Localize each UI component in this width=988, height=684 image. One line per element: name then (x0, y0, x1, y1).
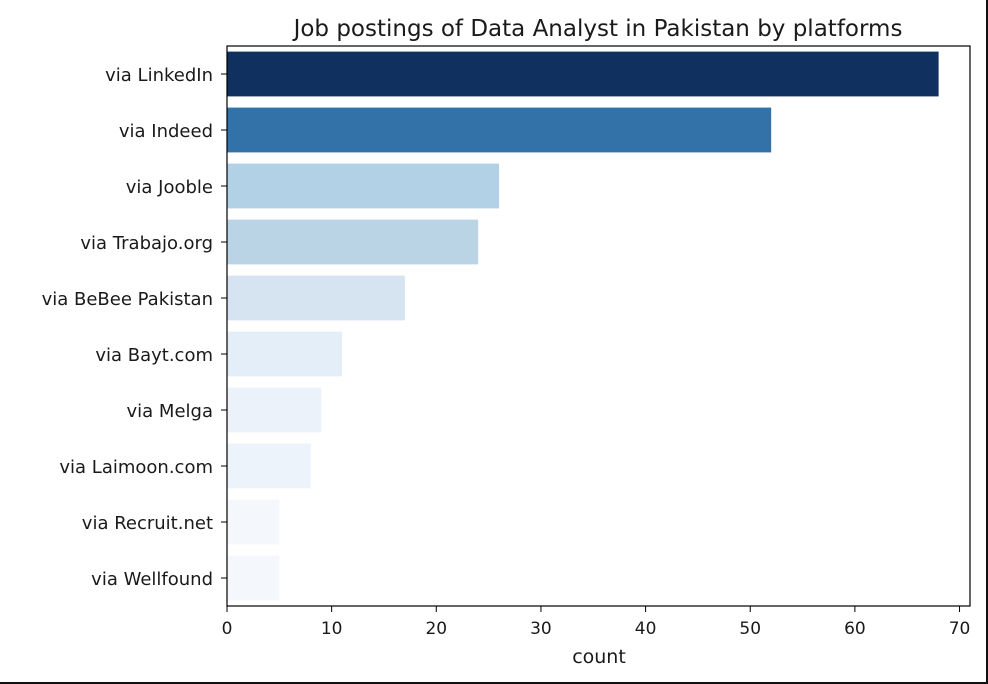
bar (227, 107, 772, 153)
x-tick-label: 30 (530, 619, 552, 639)
bar (227, 275, 405, 321)
y-tick-labels: via LinkedIn via Indeed via Jooble via Trab… (42, 65, 227, 590)
x-tick-label: 40 (635, 619, 657, 639)
y-tick-label: via Laimoon.com (59, 457, 213, 478)
x-tick-label: 20 (425, 619, 447, 639)
bar (227, 555, 280, 601)
y-tick-label: via Bayt.com (95, 345, 213, 366)
x-ticks: 0 10 20 30 40 50 60 70 (222, 606, 971, 639)
bar (227, 219, 479, 265)
x-tick-label: 0 (222, 619, 233, 639)
x-tick-label: 60 (844, 619, 866, 639)
bars-group (227, 51, 939, 601)
y-tick-label: via Melga (127, 401, 213, 422)
bar (227, 331, 343, 377)
y-tick-label: via Trabajo.org (80, 233, 213, 254)
chart-title: Job postings of Data Analyst in Pakistan… (292, 16, 903, 42)
x-tick-label: 70 (949, 619, 971, 639)
x-tick-label: 50 (739, 619, 761, 639)
bar (227, 387, 322, 433)
y-tick-label: via LinkedIn (105, 65, 213, 86)
y-tick-label: via Recruit.net (82, 513, 213, 534)
y-tick-label: via Indeed (119, 121, 213, 142)
bar (227, 163, 500, 209)
bar (227, 51, 939, 97)
y-tick-label: via Wellfound (91, 569, 213, 590)
bar (227, 443, 311, 489)
bar (227, 499, 280, 545)
x-axis-label: count (572, 646, 626, 668)
y-tick-label: via BeBee Pakistan (42, 289, 213, 310)
plot-area-frame (226, 45, 971, 607)
x-tick-label: 10 (321, 619, 343, 639)
y-tick-label: via Jooble (126, 177, 213, 198)
